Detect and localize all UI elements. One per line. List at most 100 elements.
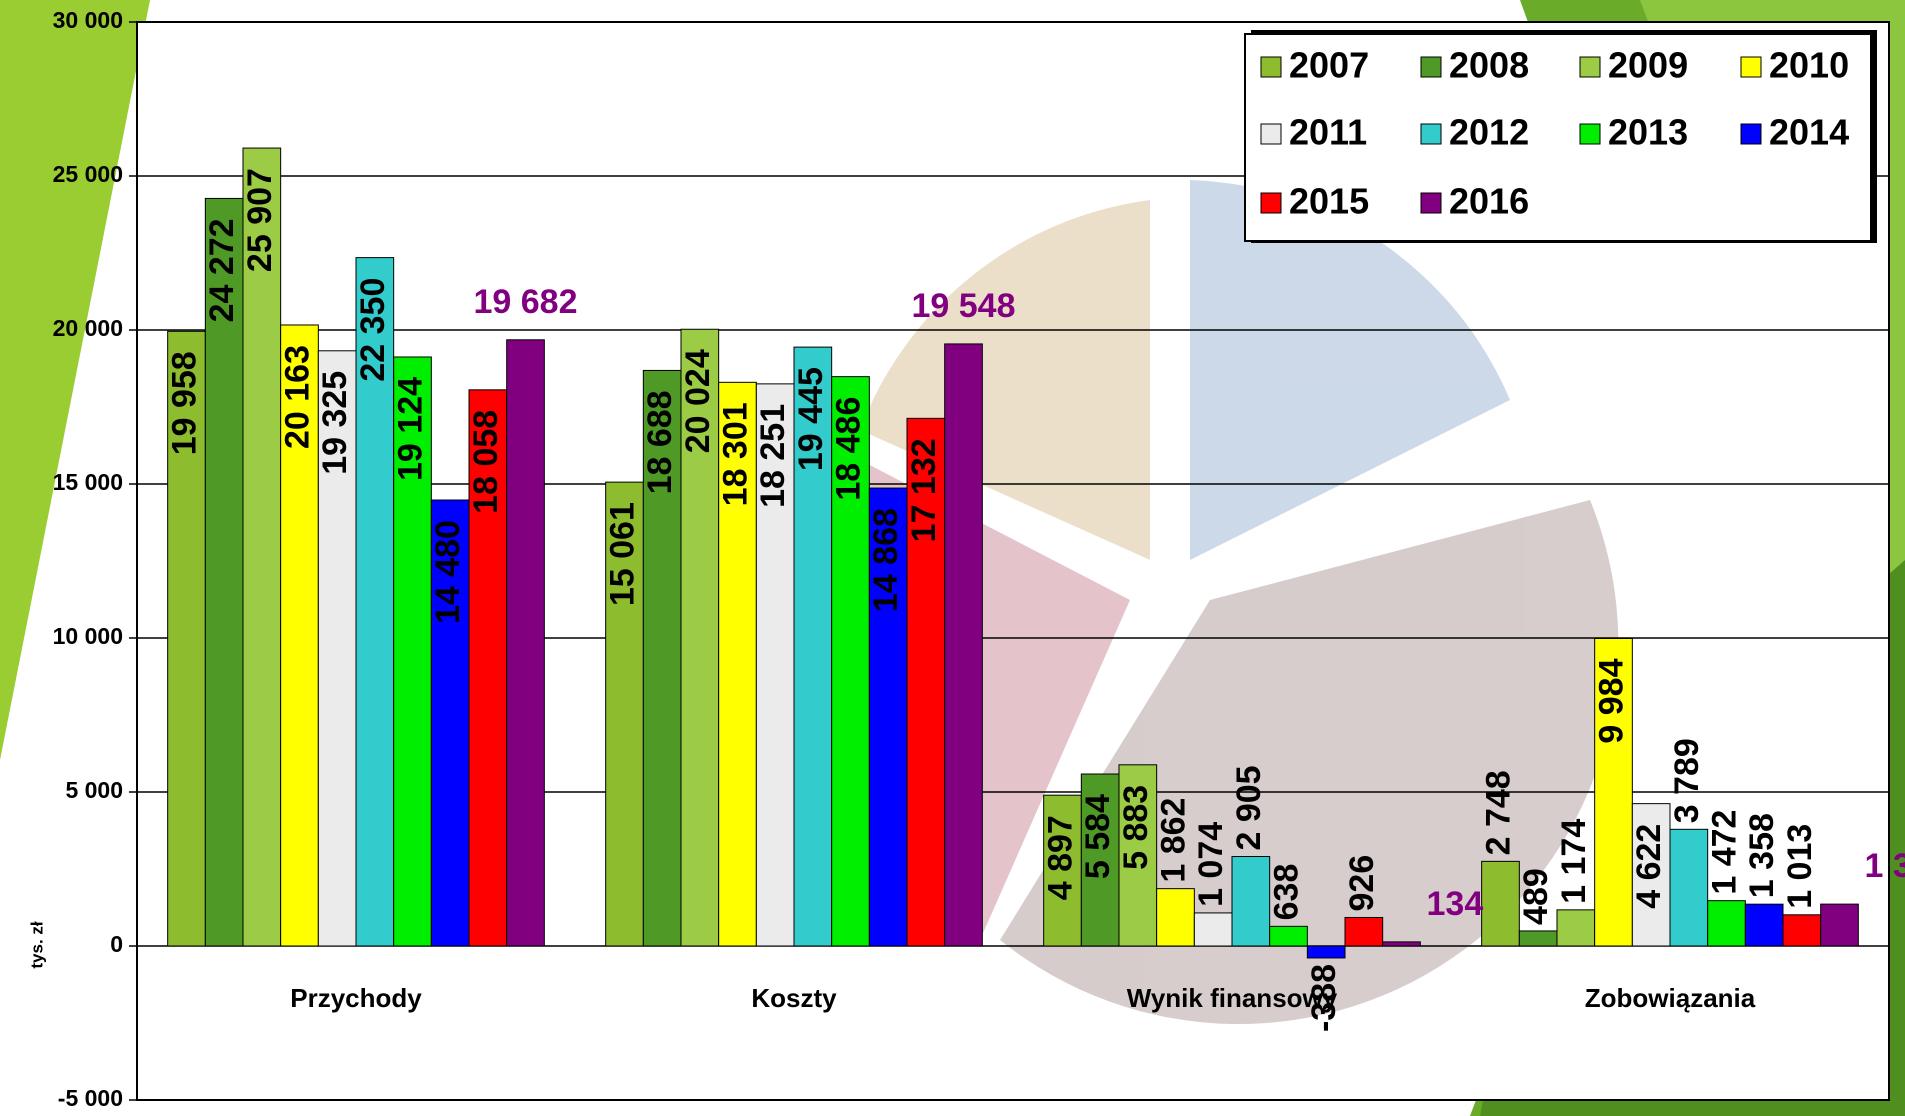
legend-swatch [1260,56,1282,78]
data-label: 15 061 [603,502,641,606]
data-label: -388 [1305,964,1343,1032]
bar [1382,941,1421,947]
y-tick-label: 5 000 [65,777,123,803]
legend [1244,33,1872,242]
data-label: 4 897 [1041,815,1079,900]
data-label: 2 748 [1479,770,1517,855]
data-label: 489 [1517,868,1555,925]
legend-label: 2016 [1449,181,1529,222]
watermark-slice [860,200,1150,560]
legend-swatch [1260,123,1282,145]
data-label: 1 360 [1865,847,1905,885]
data-label: 1 358 [1743,813,1781,898]
legend-swatch [1579,56,1601,78]
data-label: 24 272 [203,218,241,322]
bar [355,257,395,947]
bar [1118,764,1158,947]
data-label: 926 [1343,855,1381,912]
y-tick-label: 10 000 [53,623,123,649]
deco-left [0,0,150,760]
bar [1306,945,1346,959]
x-tick-label: Zobowiązania [1585,983,1756,1013]
legend-label: 2009 [1608,45,1688,86]
y-tick-label: 0 [110,931,123,957]
bar [1344,916,1384,947]
legend-label: 2008 [1449,45,1529,86]
data-label: 3 789 [1668,738,1706,823]
bar [1594,637,1633,947]
bar [280,324,319,947]
bar [831,376,870,947]
bar [1269,925,1308,947]
data-label: 18 251 [754,404,792,508]
legend-swatch [1740,56,1762,78]
data-label: 1 472 [1705,810,1743,895]
data-label: 4 622 [1630,824,1668,909]
y-tick-label: 15 000 [53,469,123,495]
legend-swatch [1420,123,1442,145]
bar [1518,930,1558,947]
data-label: 1 074 [1192,822,1230,907]
data-label: 18 301 [716,402,754,506]
x-tick-label: Przychody [290,983,422,1013]
bar [868,487,908,947]
data-label: 20 163 [278,345,316,449]
bar [1556,909,1596,947]
legend-swatch [1579,123,1601,145]
legend-label: 2007 [1289,45,1369,86]
legend-label: 2011 [1289,112,1367,153]
data-label: 1 862 [1154,798,1192,883]
bar [1231,856,1271,947]
bar [317,350,357,947]
data-label: 17 132 [905,438,943,542]
bar [167,330,206,947]
bar [1156,888,1195,947]
bar [1820,903,1859,947]
data-label: 19 124 [391,377,429,481]
legend-swatch [1740,123,1762,145]
legend-label: 2014 [1769,112,1849,153]
data-label: 19 548 [912,287,1016,325]
bar [1631,803,1671,947]
bar [755,383,795,947]
legend-label: 2013 [1608,112,1688,153]
bar [393,356,432,947]
x-tick-label: Koszty [751,983,837,1013]
data-label: 19 958 [165,351,203,455]
y-tick-label: 30 000 [53,7,123,33]
legend-label: 2015 [1289,181,1369,222]
bar [204,197,244,947]
bar [1080,773,1120,947]
data-label: 9 984 [1592,658,1630,743]
data-label: 18 486 [829,397,867,501]
y-axis-label: tys. zł [27,921,46,969]
y-tick-label: 25 000 [53,161,123,187]
bar [1707,900,1746,947]
data-label: 2 905 [1230,765,1268,850]
data-label: 14 868 [867,508,905,612]
bars [167,147,1859,959]
bar [1193,912,1233,947]
bar [242,147,282,947]
data-label: 19 682 [474,283,578,321]
bar [1744,903,1784,947]
legend-label: 2010 [1769,45,1849,86]
y-tick-label: 20 000 [53,315,123,341]
bar [1669,828,1709,947]
watermark-slice [1190,180,1510,560]
legend-label: 2012 [1449,112,1529,153]
data-label: 5 584 [1079,794,1117,879]
data-label: 1 174 [1555,819,1593,904]
data-label: 20 024 [679,349,717,453]
data-label: 5 883 [1117,785,1155,870]
data-label: 638 [1267,864,1305,921]
y-tick-label: -5 000 [58,1085,123,1111]
legend-swatch [1420,192,1442,214]
data-label: 1 013 [1781,824,1819,909]
bar [605,481,644,947]
x-tick-label: Wynik finansowy [1127,983,1338,1013]
bar [506,339,545,947]
plot-border [136,21,1890,1101]
bar [1782,914,1822,947]
